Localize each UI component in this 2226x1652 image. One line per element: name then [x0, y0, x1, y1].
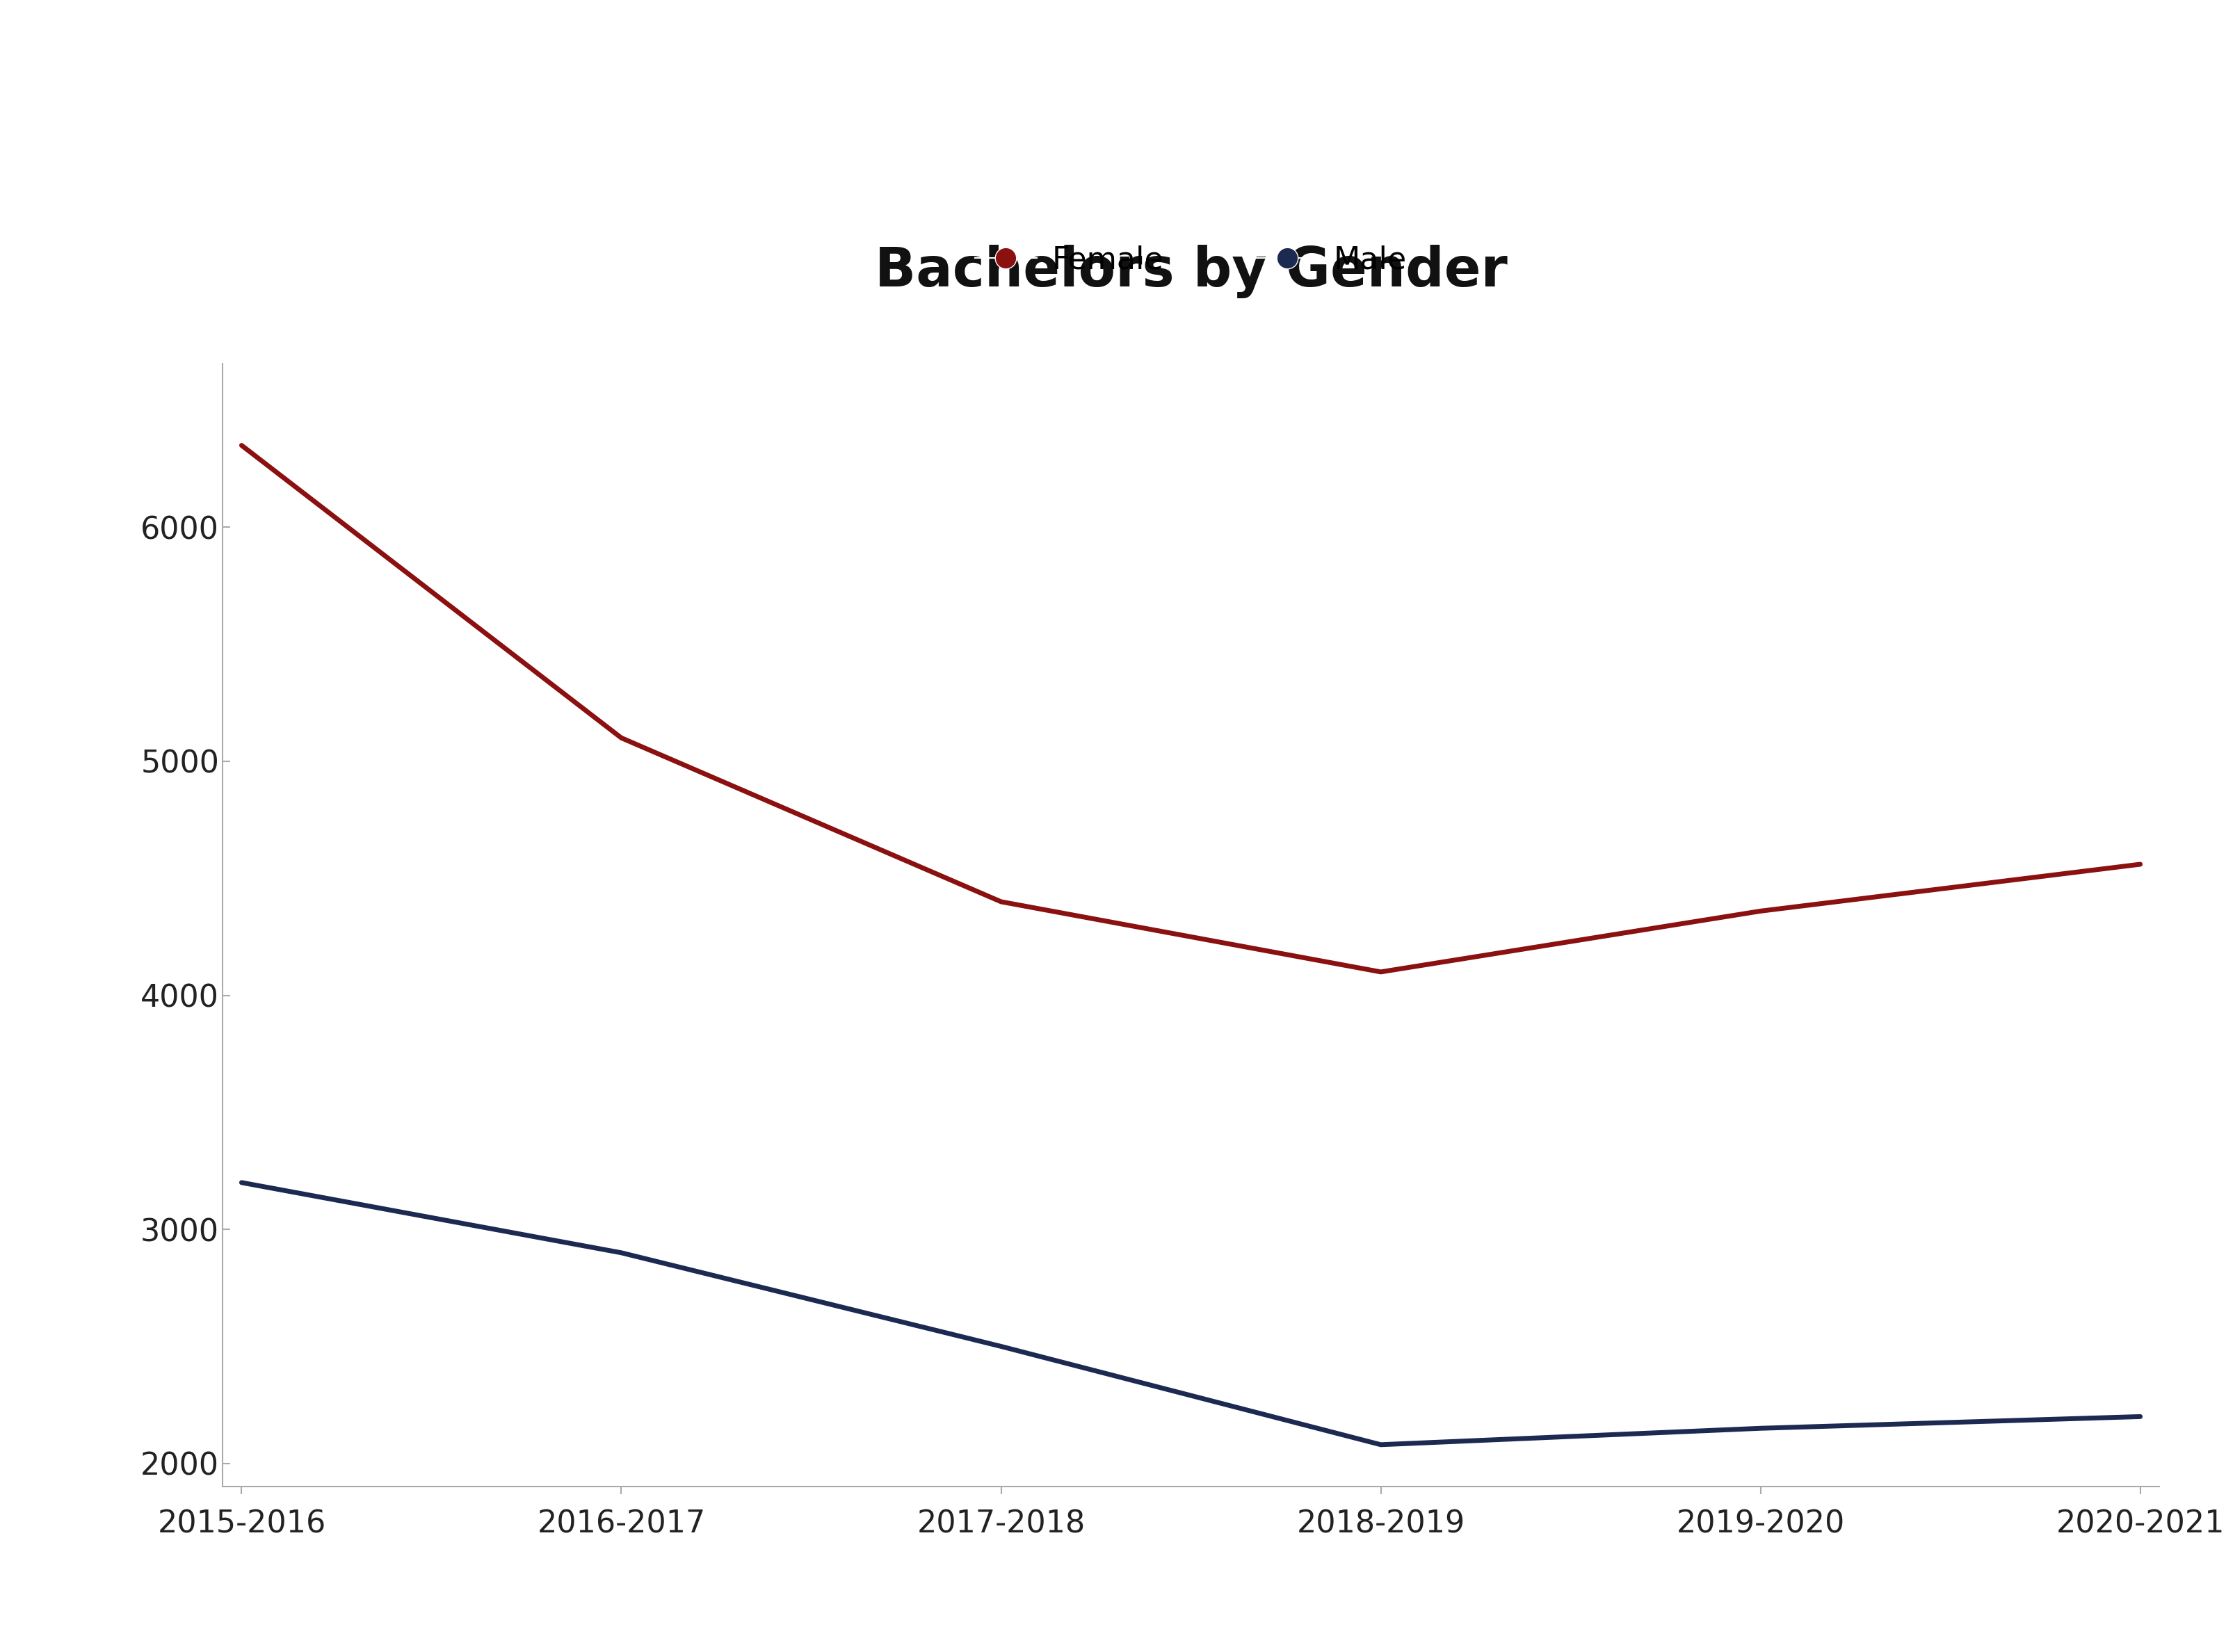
Female: [1747, 902, 1774, 922]
Line: Female: Female: [243, 446, 2139, 971]
Title: Bachelors by Gender: Bachelors by Gender: [875, 244, 1507, 297]
Male: [2126, 1408, 2153, 1427]
Female: [229, 436, 256, 456]
Legend: Female, Male: Female, Male: [962, 233, 1420, 287]
Male: [608, 1242, 634, 1262]
Female: [608, 729, 634, 748]
Male: [1747, 1419, 1774, 1439]
Line: Male: Male: [243, 1183, 2139, 1444]
Male: [988, 1336, 1015, 1356]
Male: [229, 1173, 256, 1193]
Female: [1367, 961, 1393, 981]
Female: [988, 892, 1015, 912]
Female: [2126, 854, 2153, 874]
Male: [1367, 1434, 1393, 1455]
